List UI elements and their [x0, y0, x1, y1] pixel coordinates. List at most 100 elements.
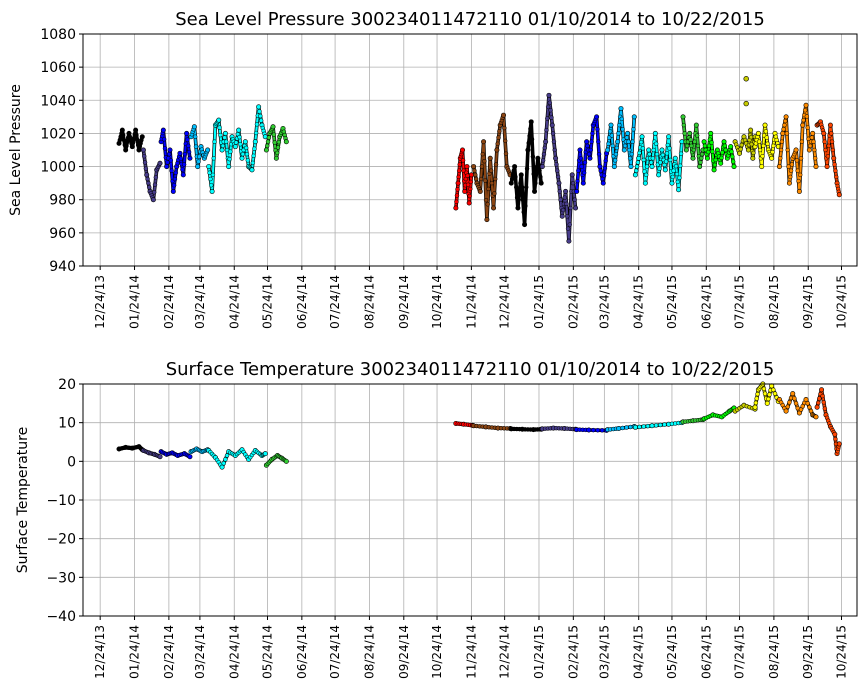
data-point — [527, 133, 532, 139]
data-series — [158, 127, 193, 194]
data-point — [471, 164, 477, 170]
data-point — [530, 154, 536, 159]
data-point — [637, 424, 642, 430]
data-point — [656, 172, 662, 178]
data-series — [776, 102, 819, 194]
data-series — [776, 391, 819, 420]
data-series — [508, 426, 544, 433]
data-point — [600, 180, 606, 186]
data-point — [509, 176, 515, 182]
data-point — [212, 139, 217, 144]
data-point — [811, 139, 816, 144]
data-point — [650, 156, 656, 161]
y-tick-label: 0 — [67, 454, 76, 470]
data-point — [629, 151, 635, 157]
data-point — [586, 151, 592, 157]
data-point — [805, 401, 810, 406]
data-point — [460, 147, 466, 153]
data-point — [639, 134, 645, 140]
data-point — [239, 155, 245, 161]
data-point — [522, 222, 528, 228]
data-point — [648, 160, 654, 165]
data-point — [599, 428, 605, 433]
data-point — [829, 139, 835, 144]
data-point — [779, 139, 785, 144]
x-tick-label: 10/24/14 — [430, 625, 444, 679]
data-point — [542, 145, 548, 151]
x-tick-label: 08/24/15 — [767, 625, 781, 679]
data-point — [770, 149, 775, 155]
y-axis: −40 −30 −20 −10 0 10 20 — [46, 377, 83, 625]
data-point — [539, 164, 545, 170]
data-point — [227, 156, 232, 162]
data-point — [793, 401, 799, 406]
data-series — [814, 119, 842, 198]
data-point — [130, 140, 136, 145]
data-point — [596, 151, 602, 157]
data-point — [533, 180, 538, 186]
data-point — [455, 187, 460, 192]
x-tick-label: 02/24/15 — [566, 275, 580, 329]
data-point — [812, 147, 817, 153]
data-point — [693, 122, 699, 128]
data-point — [254, 122, 260, 127]
data-point — [205, 147, 211, 153]
data-point — [832, 162, 837, 167]
data-point — [658, 160, 663, 165]
data-point — [586, 427, 592, 433]
data-point — [180, 172, 186, 178]
data-point — [532, 188, 538, 194]
data-point — [785, 404, 790, 409]
x-tick-label: 08/24/14 — [362, 625, 376, 679]
x-tick-label: 08/24/15 — [767, 275, 781, 329]
data-point — [251, 153, 256, 159]
data-point — [667, 146, 672, 151]
data-series — [605, 106, 637, 170]
data-point — [595, 427, 600, 433]
data-point — [197, 154, 202, 159]
data-point — [810, 130, 816, 136]
data-point — [206, 164, 212, 170]
data-point — [731, 164, 737, 170]
data-point — [582, 160, 588, 165]
data-point — [465, 173, 470, 178]
data-point — [232, 144, 238, 150]
data-point — [695, 143, 701, 149]
data-series — [680, 417, 706, 425]
data-point — [636, 155, 642, 161]
grid — [83, 383, 857, 617]
data-point — [518, 172, 524, 178]
data-point — [761, 143, 766, 149]
data-point — [495, 141, 500, 147]
data-point — [171, 182, 177, 188]
data-point — [564, 201, 569, 207]
data-point — [550, 131, 556, 136]
data-point — [626, 139, 631, 144]
data-point — [786, 180, 792, 186]
data-series — [701, 405, 737, 422]
x-tick-label: 02/24/14 — [162, 275, 176, 329]
data-point — [457, 162, 463, 167]
x-tick-label: 05/24/15 — [665, 625, 679, 679]
data-point — [182, 151, 188, 157]
data-series — [116, 444, 145, 453]
data-point — [681, 122, 687, 128]
data-point — [580, 180, 586, 186]
x-tick-label: 05/24/14 — [260, 275, 274, 329]
data-point — [701, 139, 707, 145]
data-point — [478, 176, 484, 182]
data-point — [549, 122, 555, 128]
data-series — [140, 147, 163, 203]
data-point — [666, 134, 672, 140]
data-point — [817, 396, 822, 401]
data-point — [831, 155, 837, 161]
x-tick-label: 12/24/14 — [498, 275, 512, 329]
data-point — [228, 149, 233, 154]
data-point — [563, 188, 569, 194]
y-tick-label: 1060 — [40, 60, 76, 76]
data-point — [157, 160, 163, 166]
data-point — [540, 158, 546, 163]
data-point — [792, 396, 797, 401]
data-point — [789, 162, 795, 167]
